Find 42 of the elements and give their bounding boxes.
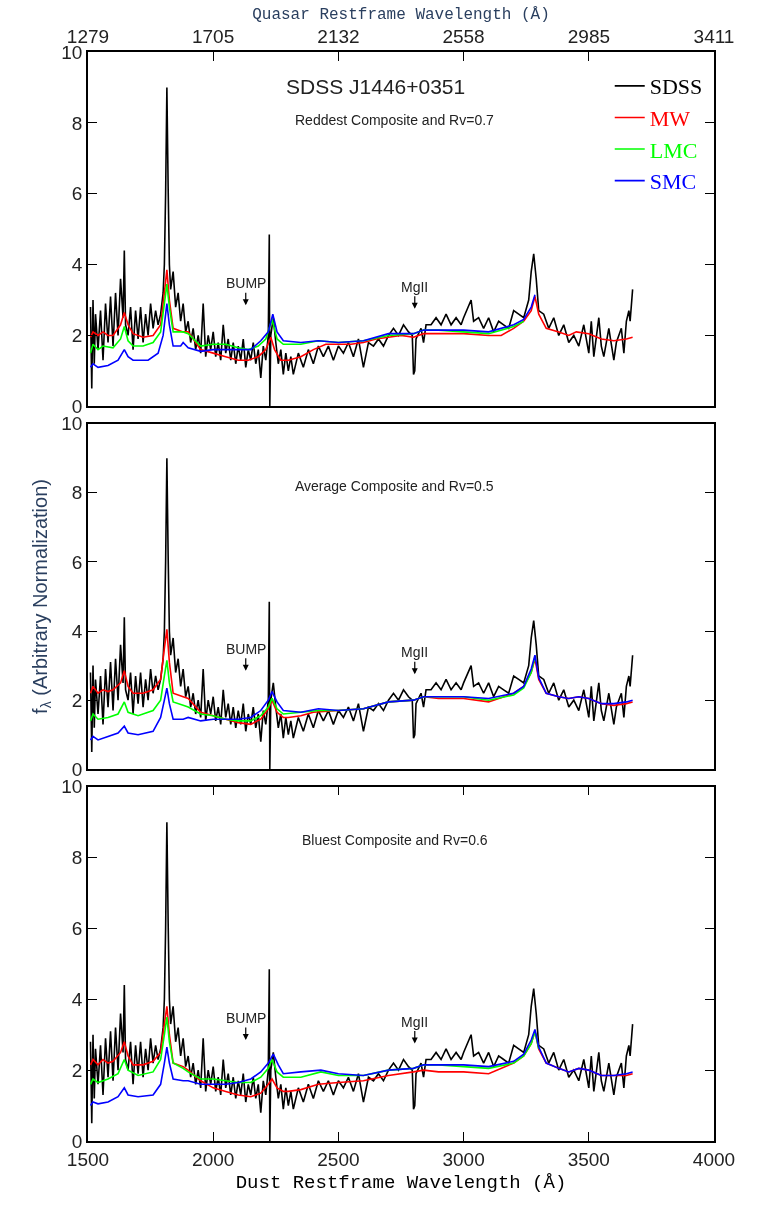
x2-tick-label: 1279 [66, 25, 110, 47]
y-tick-label: 8 [71, 482, 83, 504]
y-tick-label: 4 [71, 620, 83, 642]
x-tick-label: 4000 [692, 1148, 736, 1170]
x2-tick-label: 3411 [693, 25, 735, 47]
text: SDSS J1446+0351 [286, 75, 466, 98]
legend-label: SDSS [649, 74, 703, 100]
x-tick-label: 3500 [567, 1148, 610, 1170]
y-tick-label: 4 [71, 254, 83, 276]
y-tick-label: 6 [71, 551, 83, 573]
annotation: MgII [401, 1014, 429, 1030]
x2-tick-label: 2985 [567, 25, 611, 47]
y-tick-label: 2 [71, 325, 83, 347]
annotation: BUMP [226, 641, 267, 657]
y-tick-label: 2 [71, 1059, 83, 1081]
x2-axis-title: Quasar Restframe Wavelength (Å) [252, 6, 550, 25]
text: Average Composite and Rv=0.5 [295, 478, 494, 494]
y-tick-label: 8 [71, 112, 83, 134]
annotation: BUMP [226, 275, 267, 291]
y-tick-label: 6 [71, 918, 83, 940]
legend-label: SMC [649, 169, 697, 195]
x2-tick-label: 1705 [191, 25, 235, 47]
x-axis-title: Dust Restframe Wavelength (Å) [235, 1171, 567, 1194]
y-tick-label: 8 [71, 847, 83, 869]
annotation: BUMP [226, 1010, 267, 1026]
y-tick-label: 6 [71, 183, 83, 205]
line-series [89, 293, 536, 369]
x2-tick-label: 2132 [317, 25, 360, 47]
text: Bluest Composite and Rv=0.6 [302, 832, 488, 848]
x2-tick-label: 2558 [442, 25, 485, 47]
line-series [89, 1028, 634, 1107]
x-tick-label: 3000 [442, 1148, 485, 1170]
y-tick-label: 2 [71, 689, 83, 711]
y-tick-label: 4 [71, 988, 83, 1010]
annotation: MgII [401, 279, 429, 295]
annotation: MgII [401, 644, 429, 660]
line-series [89, 269, 634, 362]
legend-label: MW [649, 106, 691, 132]
x-tick-label: 2500 [317, 1148, 360, 1170]
x-tick-label: 2000 [192, 1148, 235, 1170]
legend-label: LMC [649, 137, 698, 163]
text: Reddest Composite and Rv=0.7 [295, 112, 495, 128]
